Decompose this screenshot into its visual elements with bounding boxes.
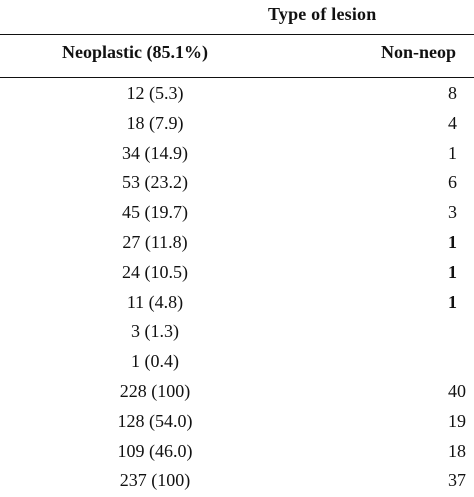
neoplastic-cell: 3 (1.3) [131, 321, 179, 342]
non-neoplastic-cell: 1 [448, 142, 457, 163]
table-row: 11 (4.8) 1 [0, 289, 474, 319]
non-neoplastic-cell: 40 [448, 380, 466, 401]
non-neoplastic-cell: 8 [448, 83, 457, 103]
non-neoplastic-cell: 4 [448, 112, 457, 133]
non-neoplastic-cell: 19 [448, 410, 466, 431]
group-header-type-of-lesion: Type of lesion [268, 4, 377, 24]
table-top-rule [0, 34, 474, 35]
table-row: 109 (46.0) 18 [0, 438, 474, 468]
neoplastic-cell: 128 (54.0) [117, 410, 193, 431]
table-row: 3 (1.3) [0, 318, 474, 348]
non-neoplastic-cell: 1 [448, 261, 457, 282]
non-neoplastic-cell: 18 [448, 440, 466, 461]
neoplastic-cell: 34 (14.9) [122, 142, 188, 163]
neoplastic-cell: 45 (19.7) [122, 202, 188, 223]
table-row: 53 (23.2) 6 [0, 169, 474, 199]
table-row: 45 (19.7) 3 [0, 199, 474, 229]
table-row: 128 (54.0) 19 [0, 408, 474, 438]
neoplastic-cell: 18 (7.9) [126, 112, 184, 133]
table-row: 1 (0.4) [0, 348, 474, 378]
table-body: 12 (5.3) 8 18 (7.9) 4 34 (14.9) 1 53 (23… [0, 80, 474, 497]
column-header-non-neoplastic: Non-neop [381, 42, 457, 62]
table-row: 228 (100) 40 [0, 378, 474, 408]
neoplastic-cell: 109 (46.0) [117, 440, 193, 461]
table-row: 24 (10.5) 1 [0, 259, 474, 289]
neoplastic-cell: 27 (11.8) [122, 231, 188, 252]
non-neoplastic-cell: 6 [448, 172, 457, 193]
table-page: Type of lesion Neoplastic (85.1%) Non-ne… [0, 4, 474, 490]
column-header-neoplastic: Neoplastic (85.1%) [62, 42, 208, 62]
neoplastic-cell: 228 (100) [119, 380, 191, 401]
table-row: 12 (5.3) 8 [0, 80, 474, 110]
table-row: 34 (14.9) 1 [0, 140, 474, 170]
neoplastic-cell: 24 (10.5) [122, 261, 188, 282]
neoplastic-cell: 12 (5.3) [126, 83, 184, 103]
table-row: 27 (11.8) 1 [0, 229, 474, 259]
non-neoplastic-cell: 1 [448, 291, 457, 312]
table-row: 18 (7.9) 4 [0, 110, 474, 140]
non-neoplastic-cell: 3 [448, 202, 457, 223]
table-row: 237 (100) 37 [0, 467, 474, 497]
header-bottom-rule [0, 77, 474, 78]
neoplastic-cell: 53 (23.2) [122, 172, 188, 193]
neoplastic-cell: 1 (0.4) [131, 351, 179, 372]
non-neoplastic-cell: 1 [448, 231, 457, 252]
neoplastic-cell: 11 (4.8) [126, 291, 184, 312]
